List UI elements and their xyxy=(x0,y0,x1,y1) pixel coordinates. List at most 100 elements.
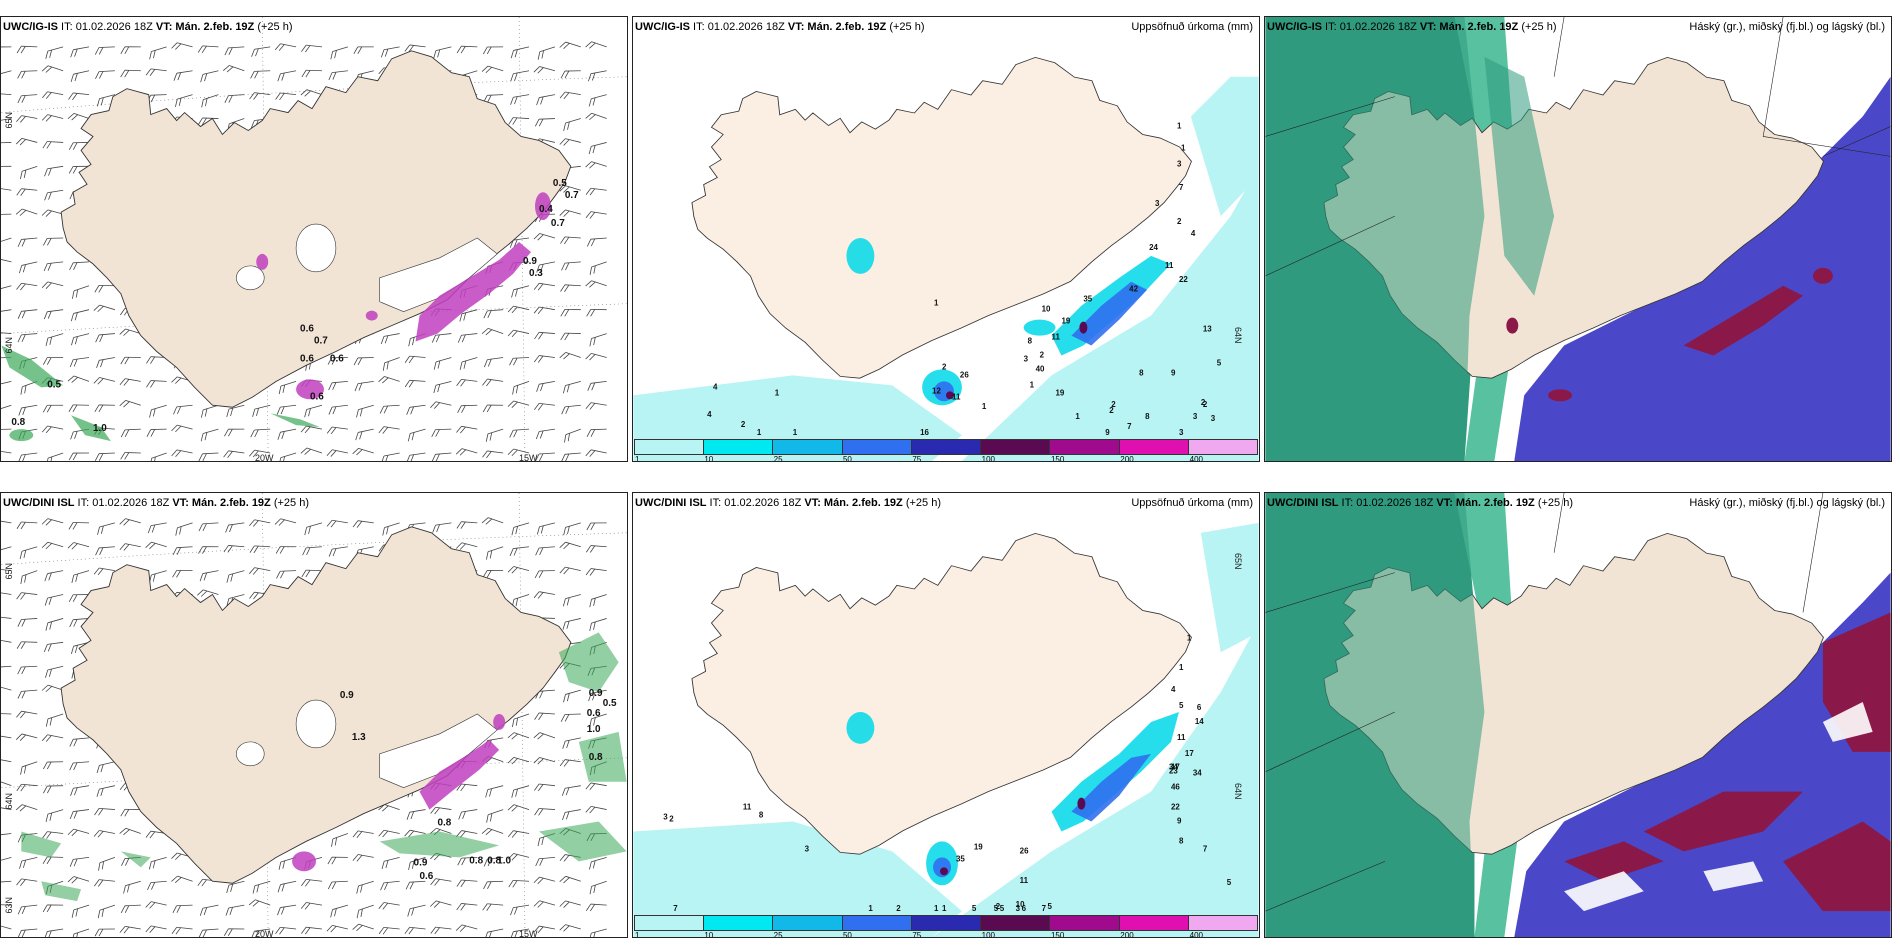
wind-barb xyxy=(93,878,116,889)
wind-barb xyxy=(457,333,479,344)
wind-barb xyxy=(534,856,556,867)
wind-barb xyxy=(145,67,168,79)
wind-barb xyxy=(508,546,531,557)
wind-barb xyxy=(43,713,66,728)
wind-barb xyxy=(561,428,584,443)
wind-barb xyxy=(586,308,608,318)
wind-barb xyxy=(224,570,247,584)
value-label: 4 xyxy=(1171,685,1176,694)
value-label: 1.3 xyxy=(352,732,366,743)
wind-barb xyxy=(41,280,64,293)
wind-barb xyxy=(456,521,478,531)
wind-barb xyxy=(69,309,92,322)
wind-barb xyxy=(405,452,427,461)
wind-barb xyxy=(326,924,349,937)
legend-swatch xyxy=(773,915,843,931)
value-label: 2 xyxy=(1201,398,1206,407)
wind-barb xyxy=(533,755,556,769)
wind-barb xyxy=(17,165,40,180)
value-label: 11 xyxy=(1177,733,1186,742)
wind-barb xyxy=(586,522,608,531)
wind-barb xyxy=(587,261,610,276)
value-label: 0.9 xyxy=(589,688,603,699)
lat-label: 65N xyxy=(4,563,14,580)
wind-barb xyxy=(95,904,118,919)
wind-barb xyxy=(533,305,556,317)
wind-barb xyxy=(17,333,39,343)
wind-barb xyxy=(198,522,220,532)
value-label: 26 xyxy=(1020,846,1029,855)
value-label: 22 xyxy=(1171,803,1180,812)
wind-barb xyxy=(67,874,90,889)
wind-barb xyxy=(481,826,504,841)
wind-barb xyxy=(483,928,505,937)
legend-swatch xyxy=(1050,439,1120,455)
legend-ticks: 1 10 25 50 75 100 150 200 400 xyxy=(634,455,1258,462)
wind-barb xyxy=(43,618,66,632)
wind-barb xyxy=(249,428,271,438)
wind-barb xyxy=(17,452,39,461)
wind-barb xyxy=(559,350,582,365)
wind-barb xyxy=(561,118,584,132)
value-label: 22 xyxy=(1179,275,1188,284)
wind-barb xyxy=(1,856,14,870)
value-label: 2 xyxy=(942,362,947,371)
wind-barb xyxy=(199,94,221,108)
wind-barb xyxy=(17,546,40,560)
wind-barb xyxy=(95,785,117,798)
wind-barb xyxy=(224,428,245,437)
wind-barb xyxy=(17,761,40,776)
value-label: 8 xyxy=(1028,337,1033,346)
wind-barb xyxy=(16,282,38,294)
legend-tick-label: 50 xyxy=(842,455,852,462)
wind-barb xyxy=(16,783,38,794)
wind-barb xyxy=(327,380,349,391)
wind-barb xyxy=(68,761,90,771)
wind-barb xyxy=(560,404,582,415)
wind-barb xyxy=(586,380,608,392)
wind-barb xyxy=(587,928,609,937)
wind-barb xyxy=(146,356,168,365)
wind-barb xyxy=(17,261,40,274)
wind-barb xyxy=(68,521,90,531)
wind-barb xyxy=(379,404,401,414)
wind-barb xyxy=(17,856,40,870)
panel-title: UWC/IG-IS IT: 01.02.2026 18Z VT: Mán. 2.… xyxy=(1267,21,1557,33)
wind-barb xyxy=(276,70,298,82)
wind-barb xyxy=(378,425,401,437)
wind-barb xyxy=(42,761,64,770)
wind-barb xyxy=(507,803,530,817)
wind-barb xyxy=(1,142,12,151)
wind-barb xyxy=(198,570,221,582)
wind-barb xyxy=(120,46,142,55)
wind-barb xyxy=(42,237,64,246)
wind-barb xyxy=(379,452,402,461)
wind-barb xyxy=(69,570,92,584)
lat-label: 64N xyxy=(4,337,14,354)
wind-barb xyxy=(483,428,506,443)
value-label: 1 xyxy=(1181,143,1186,152)
wind-barb xyxy=(533,282,556,294)
wind-barb xyxy=(172,70,195,82)
wind-barb xyxy=(223,449,245,461)
value-label: 34 xyxy=(1193,769,1202,778)
lon-label: 20W xyxy=(255,929,274,938)
value-label: 3 xyxy=(1024,354,1029,363)
wind-barb xyxy=(327,880,349,890)
wind-barb xyxy=(147,570,169,584)
wind-barb xyxy=(585,111,608,126)
wind-barb xyxy=(17,237,39,248)
wind-barb xyxy=(326,426,349,437)
wind-barb xyxy=(41,424,64,437)
wind-barb xyxy=(533,730,556,745)
wind-barb xyxy=(249,70,271,79)
wind-barb xyxy=(224,522,246,533)
wind-barb xyxy=(585,567,608,578)
wind-barb xyxy=(275,404,298,415)
wind-barb xyxy=(222,63,245,78)
wind-barb xyxy=(43,189,65,201)
wind-barb xyxy=(300,926,323,937)
value-label: 9 xyxy=(1171,368,1176,377)
wind-barb xyxy=(508,94,531,106)
wind-barb xyxy=(94,357,117,369)
